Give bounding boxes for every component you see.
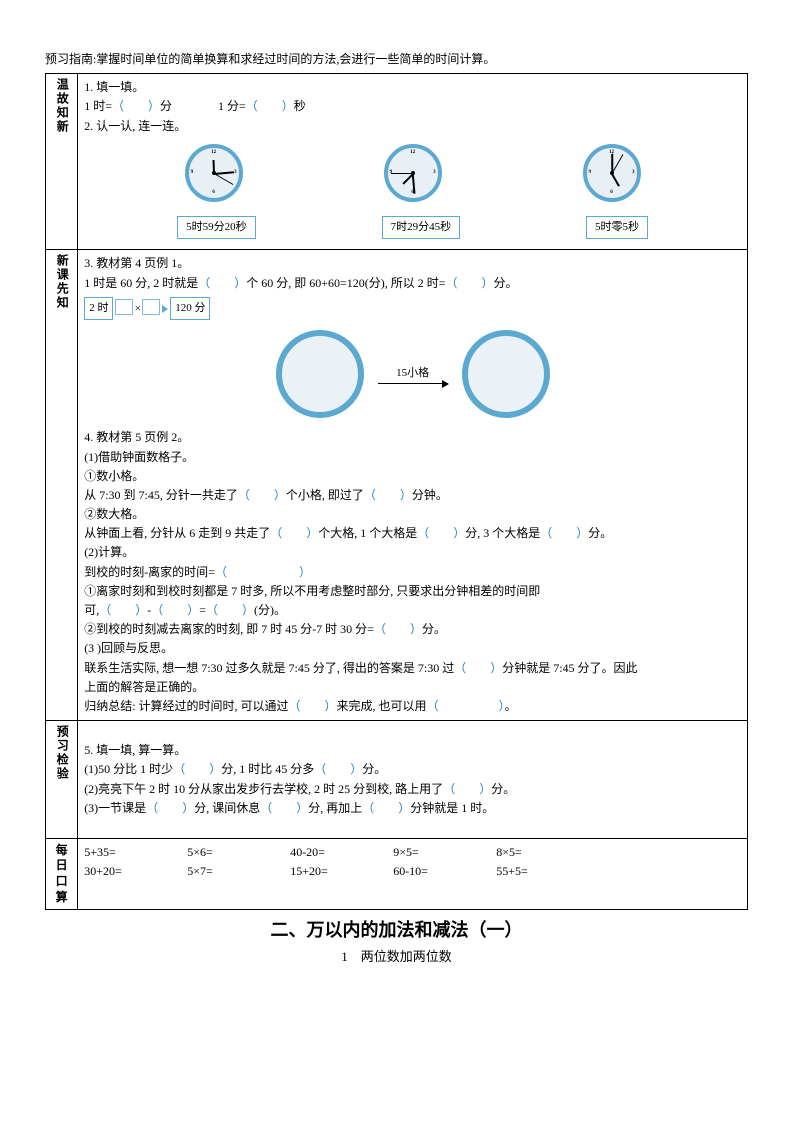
q1-line: 1 时=（ ）分 1 分=（ ）秒 (84, 97, 741, 116)
section1-label: 温故知新 (46, 74, 78, 250)
s2-l7: ②数大格。 (84, 505, 741, 524)
clock-2: 12369 (384, 144, 442, 202)
s2-l1: 3. 教材第 4 页例 1。 (84, 254, 741, 273)
s2-l12: ②到校的时刻减去离家的时刻, 即 7 时 45 分-7 时 30 分=（ ）分。 (84, 620, 741, 639)
time-box-3: 5时零5秒 (586, 216, 648, 240)
s2-l5: ①数小格。 (84, 467, 741, 486)
conversion-diagram: 2 时 × 120 分 (84, 297, 210, 321)
arrow-between: 15小格 (378, 365, 448, 384)
s3-l3: (2)亮亮下午 2 时 10 分从家出发步行去学校, 2 时 25 分到校, 路… (84, 780, 741, 799)
time-box-2: 7时29分45秒 (382, 216, 461, 240)
q2: 2. 认一认, 连一连。 (84, 117, 741, 136)
s2-l15: 上面的解答是正确的。 (84, 678, 741, 697)
s3-l4: (3)一节课是（ ）分, 课间休息（ ）分, 再加上（ ）分钟就是 1 时。 (84, 799, 741, 818)
section1-content: 1. 填一填。 1 时=（ ）分 1 分=（ ）秒 2. 认一认, 连一连。 1… (78, 74, 748, 250)
time-box-1: 5时59分20秒 (177, 216, 256, 240)
time-boxes: 5时59分20秒 7时29分45秒 5时零5秒 (84, 216, 741, 240)
s2-l11a: ①离家时刻和到校时刻都是 7 时多, 所以不用考虑整时部分, 只要求出分钟相差的… (84, 582, 741, 601)
s2-l3: 4. 教材第 5 页例 2。 (84, 428, 741, 447)
s3-l1: 5. 填一填, 算一算。 (84, 741, 741, 760)
big-clock-1 (276, 330, 364, 418)
big-clock-2 (462, 330, 550, 418)
s3-l2: (1)50 分比 1 时少（ ）分, 1 时比 45 分多（ ）分。 (84, 760, 741, 779)
math-row-1: 5+35= 5×6= 40-20= 9×5= 8×5= (84, 843, 741, 862)
s2-l11b: 可,（ ）-（ ）=（ ）(分)。 (84, 601, 741, 620)
clocks-row: 12369 12369 12369 (84, 144, 741, 202)
section4-label: 每日口算 (46, 838, 78, 909)
s2-l8: 从钟面上看, 分针从 6 走到 9 共走了（ ）个大格, 1 个大格是（ ）分,… (84, 524, 741, 543)
two-clocks: 15小格 (84, 330, 741, 418)
q1: 1. 填一填。 (84, 78, 741, 97)
s2-l16: 归纳总结: 计算经过的时间时, 可以通过（ ）来完成, 也可以用（ ）。 (84, 697, 741, 716)
arrow-icon (162, 305, 168, 313)
next-chapter-sub: 1 两位数加两位数 (45, 947, 748, 968)
section3-content: 5. 填一填, 算一算。 (1)50 分比 1 时少（ ）分, 1 时比 45 … (78, 721, 748, 839)
next-chapter-title: 二、万以内的加法和减法（一） (45, 916, 748, 945)
preview-guide: 预习指南:掌握时间单位的简单换算和求经过时间的方法,会进行一些简单的时间计算。 (45, 50, 748, 69)
section3-label: 预习检验 (46, 721, 78, 839)
s2-l10: 到校的时刻-离家的时间=（ ） (84, 563, 741, 582)
clock-1: 12369 (185, 144, 243, 202)
section2-label: 新课先知 (46, 250, 78, 721)
s2-l6: 从 7:30 到 7:45, 分针一共走了（ ）个小格, 即过了（ ）分钟。 (84, 486, 741, 505)
s2-l9: (2)计算。 (84, 543, 741, 562)
worksheet-table: 温故知新 1. 填一填。 1 时=（ ）分 1 分=（ ）秒 2. 认一认, 连… (45, 73, 748, 910)
s2-l14: 联系生活实际, 想一想 7:30 过多久就是 7:45 分了, 得出的答案是 7… (84, 659, 741, 678)
s2-l2: 1 时是 60 分, 2 时就是（ ）个 60 分, 即 60+60=120(分… (84, 274, 741, 293)
section4-content: 5+35= 5×6= 40-20= 9×5= 8×5= 30+20= 5×7= … (78, 838, 748, 909)
math-row-2: 30+20= 5×7= 15+20= 60-10= 55+5= (84, 862, 741, 881)
clock-3: 12369 (583, 144, 641, 202)
section2-content: 3. 教材第 4 页例 1。 1 时是 60 分, 2 时就是（ ）个 60 分… (78, 250, 748, 721)
s2-l4: (1)借助钟面数格子。 (84, 448, 741, 467)
s2-l13: (3 )回顾与反思。 (84, 639, 741, 658)
